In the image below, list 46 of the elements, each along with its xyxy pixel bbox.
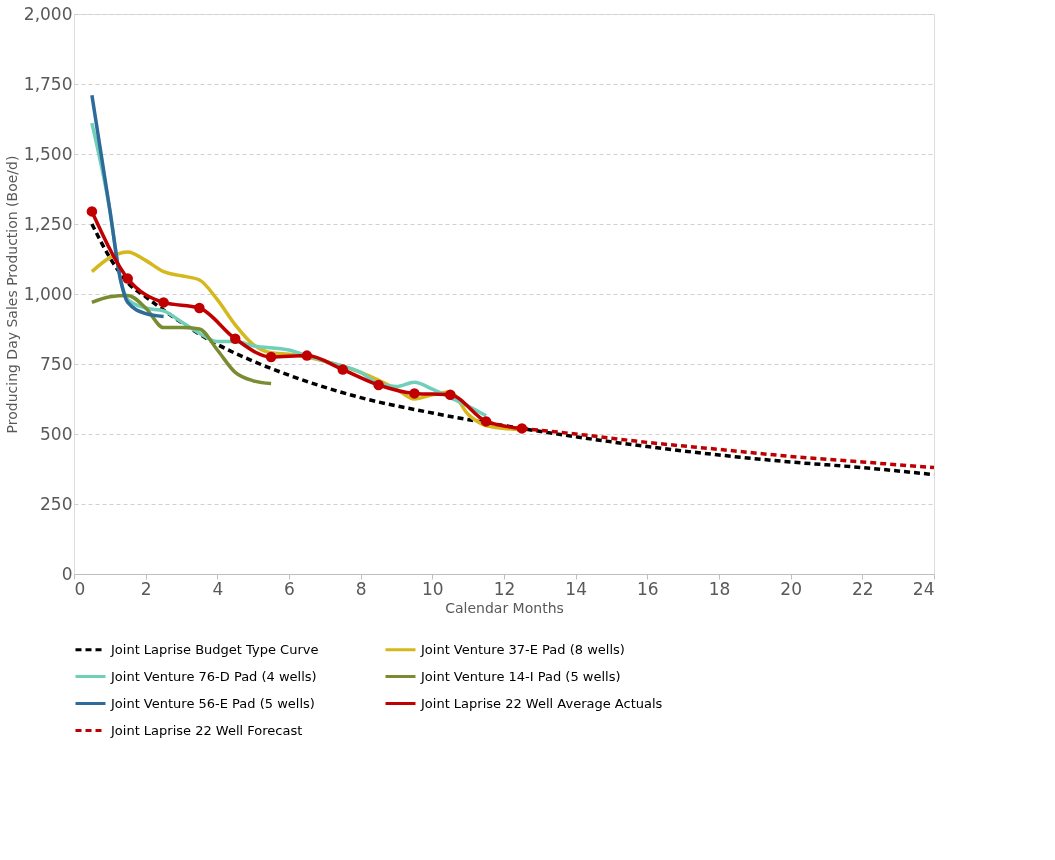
x-tick-label: 24 bbox=[912, 578, 935, 599]
y-tick-label: 0 bbox=[61, 563, 73, 584]
y-tick-label: 1,250 bbox=[23, 213, 73, 234]
point bbox=[194, 302, 205, 314]
y-tick-label: 250 bbox=[40, 493, 73, 514]
y-tick-label: 500 bbox=[40, 423, 73, 444]
point bbox=[445, 389, 456, 401]
point bbox=[337, 364, 348, 375]
point bbox=[158, 297, 169, 308]
point bbox=[373, 379, 384, 391]
y-tick-label: 1,500 bbox=[23, 143, 73, 164]
x-tick-label: 4 bbox=[212, 578, 224, 599]
legend-label: Joint Venture 37-E Pad (8 wells) bbox=[420, 641, 625, 657]
point bbox=[480, 416, 492, 427]
point bbox=[265, 351, 277, 363]
x-tick-label: 20 bbox=[780, 578, 802, 599]
x-tick-label: 16 bbox=[637, 578, 659, 599]
legend-label: Joint Laprise Budget Type Curve bbox=[110, 641, 319, 657]
y-tick-label: 750 bbox=[40, 353, 73, 374]
y-axis-title: Producing Day Sales Production (Boe/d) bbox=[3, 155, 20, 434]
point bbox=[230, 333, 241, 345]
x-axis-title: Calendar Months bbox=[445, 599, 564, 616]
point bbox=[122, 273, 133, 284]
legend-label: Joint Laprise 22 Well Forecast bbox=[110, 722, 303, 738]
point bbox=[301, 350, 313, 361]
x-tick-label: 18 bbox=[708, 578, 731, 599]
legend-label: Joint Laprise 22 Well Average Actuals bbox=[420, 695, 663, 711]
x-tick-label: 0 bbox=[74, 578, 86, 599]
x-tick-label: 22 bbox=[852, 578, 874, 599]
x-tick-label: 2 bbox=[140, 578, 152, 599]
legend-label: Joint Venture 14-I Pad (5 wells) bbox=[420, 668, 621, 684]
line-series bbox=[90, 93, 166, 319]
point bbox=[86, 206, 98, 217]
x-tick-label: 12 bbox=[493, 578, 516, 599]
point bbox=[516, 423, 528, 434]
y-tick-label: 2,000 bbox=[23, 3, 73, 24]
x-tick-label: 8 bbox=[355, 578, 367, 599]
point bbox=[409, 388, 420, 399]
legend-label: Joint Venture 76-D Pad (4 wells) bbox=[110, 668, 317, 684]
x-tick-label: 6 bbox=[284, 578, 295, 599]
y-tick-label: 1,000 bbox=[23, 283, 73, 304]
y-tick-label: 1,750 bbox=[23, 73, 73, 94]
x-tick-label: 10 bbox=[422, 578, 444, 599]
line-series bbox=[90, 293, 273, 386]
x-tick-label: 14 bbox=[565, 578, 587, 599]
legend-label: Joint Venture 56-E Pad (5 wells) bbox=[110, 695, 315, 711]
